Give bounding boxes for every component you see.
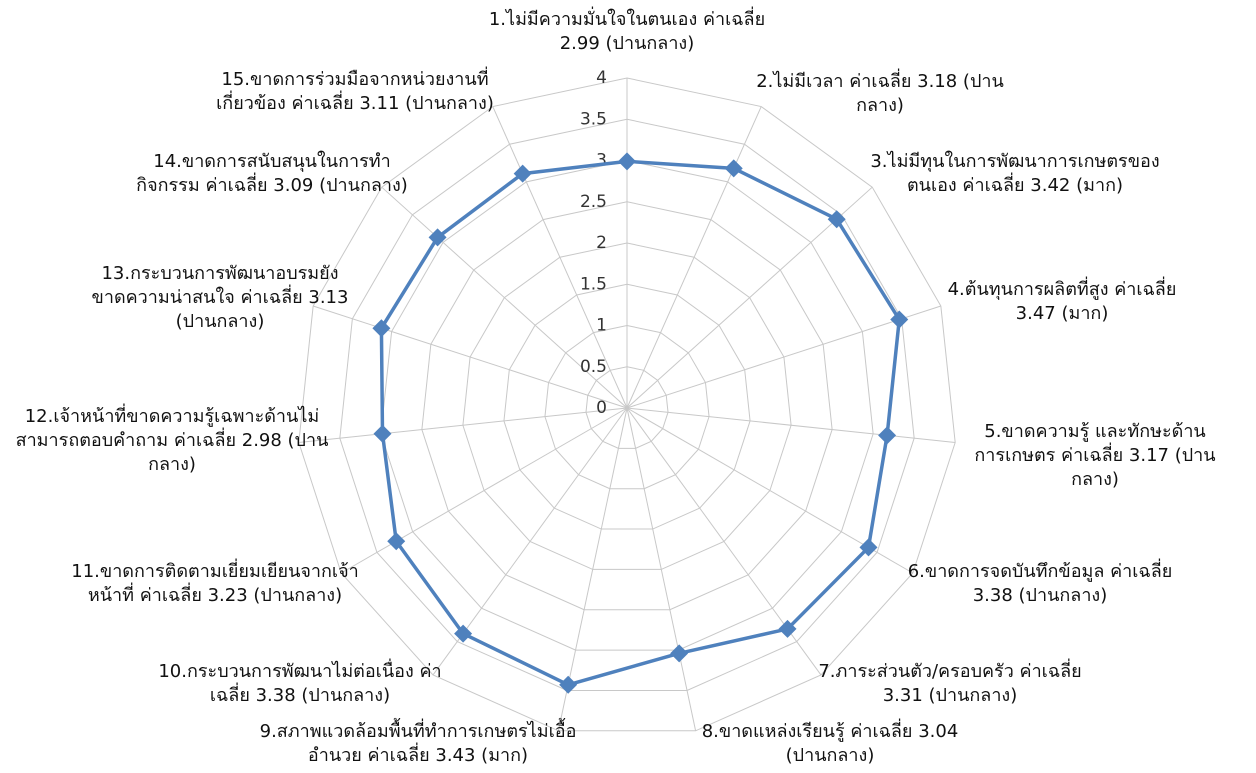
grid-line xyxy=(462,242,792,570)
spoke xyxy=(626,407,956,443)
marker xyxy=(428,228,447,247)
r-tick-label: 2 xyxy=(596,233,607,253)
category-label: 10.กระบวนการพัฒนาไม่ต่อเนื่อง ค่าเฉลี่ย … xyxy=(158,661,442,706)
marker xyxy=(724,159,743,178)
marker xyxy=(618,152,636,171)
marker xyxy=(373,424,392,443)
category-label: 1.ไม่มีความมั่นใจในตนเอง ค่าเฉลี่ย 2.99 … xyxy=(488,9,766,54)
marker xyxy=(890,310,909,329)
category-label: 11.ขาดการติดตามเยี่ยมเยียนจากเจ้าหน้าที่… xyxy=(71,561,359,606)
spoke xyxy=(381,186,628,409)
r-tick-label: 0.5 xyxy=(580,357,607,377)
category-label: 12.เจ้าหน้าที่ขาดความรู้เฉพาะด้านไม่สามา… xyxy=(15,406,329,475)
category-label: 3.ไม่มีทุนในการพัฒนาการเกษตรของตนเอง ค่า… xyxy=(870,151,1160,196)
marker xyxy=(878,426,897,445)
r-tick-label: 1 xyxy=(596,316,607,336)
marker xyxy=(559,675,578,694)
r-tick-label: 3.5 xyxy=(580,109,607,129)
r-tick-label: 3 xyxy=(596,151,607,171)
category-label: 14.ขาดการสนับสนุนในการทำกิจกรรม ค่าเฉลี่… xyxy=(136,151,408,196)
spoke xyxy=(340,407,628,574)
spoke xyxy=(492,106,628,409)
spoke xyxy=(312,305,628,409)
category-label: 15.ขาดการร่วมมือจากหน่วยงานที่เกี่ยวข้อง… xyxy=(216,69,494,114)
category-label: 2.ไม่มีเวลา ค่าเฉลี่ย 3.18 (ปานกลาง) xyxy=(756,71,1004,116)
marker xyxy=(859,538,878,557)
grid-line xyxy=(585,366,669,449)
r-tick-label: 1.5 xyxy=(580,274,607,294)
category-label: 7.ภาระส่วนตัว/ครอบครัว ค่าเฉลี่ย 3.31 (ป… xyxy=(818,661,1082,706)
grid-line xyxy=(503,283,751,530)
grid-line xyxy=(298,77,956,732)
marker xyxy=(454,624,473,643)
r-tick-label: 0 xyxy=(596,398,607,418)
marker xyxy=(827,210,846,229)
category-label: 8.ขาดแหล่งเรียนรู้ ค่าเฉลี่ย 3.04 (ปานกล… xyxy=(701,721,959,766)
grid-line xyxy=(380,159,874,651)
spoke xyxy=(626,305,942,409)
category-label: 4.ต้นทุนการผลิตที่สูง ค่าเฉลี่ย 3.47 (มา… xyxy=(947,279,1177,324)
category-label: 9.สภาพแวดล้อมพื้นที่ทำการเกษตรไม่เอื้ออำ… xyxy=(259,721,577,766)
spoke xyxy=(298,407,628,443)
grid-line xyxy=(339,118,915,691)
spoke xyxy=(557,407,628,731)
series-line xyxy=(379,159,902,687)
marker xyxy=(372,319,391,338)
spoke xyxy=(626,407,822,676)
category-label: 13.กระบวนการพัฒนาอบรมยังขาดความน่าสนใจ ค… xyxy=(91,263,349,332)
marker xyxy=(778,619,797,638)
r-tick-label: 2.5 xyxy=(580,192,607,212)
category-label: 6.ขาดการจดบันทึกข้อมูล ค่าเฉลี่ย 3.38 (ป… xyxy=(907,561,1173,606)
category-label: 5.ขาดความรู้ และทักษะด้านการเกษตร ค่าเฉล… xyxy=(974,421,1216,490)
spoke xyxy=(626,186,873,409)
r-tick-label: 4 xyxy=(596,68,607,88)
spoke xyxy=(626,407,697,731)
marker xyxy=(670,644,689,663)
spoke xyxy=(626,106,762,409)
grid-line xyxy=(544,324,710,490)
marker xyxy=(513,164,532,183)
grid-line xyxy=(421,201,833,611)
marker xyxy=(387,532,406,551)
